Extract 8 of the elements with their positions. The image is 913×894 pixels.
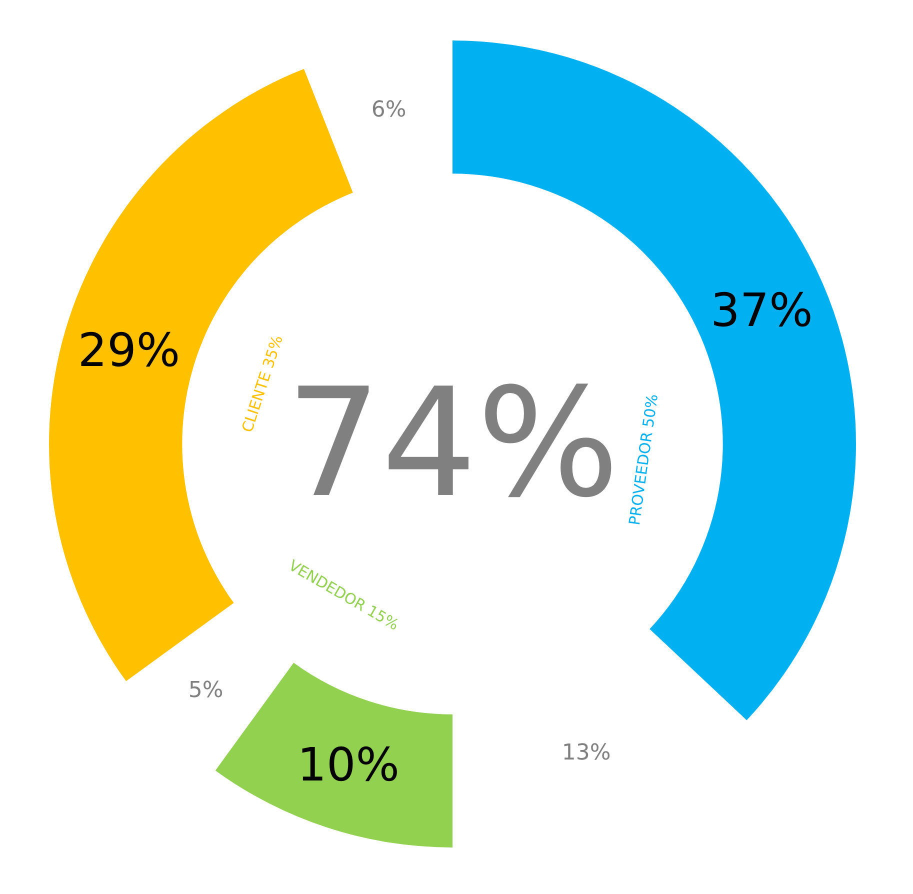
data-label: 29% <box>78 323 180 377</box>
data-label: 37% <box>710 283 813 338</box>
data-label: 6% <box>371 98 406 123</box>
text: PROVEEDOR 50% <box>625 392 662 526</box>
data-label: 5% <box>188 678 224 704</box>
data-label: 10% <box>297 737 400 792</box>
data-label: 13% <box>562 740 611 766</box>
text: 74% <box>286 357 620 531</box>
